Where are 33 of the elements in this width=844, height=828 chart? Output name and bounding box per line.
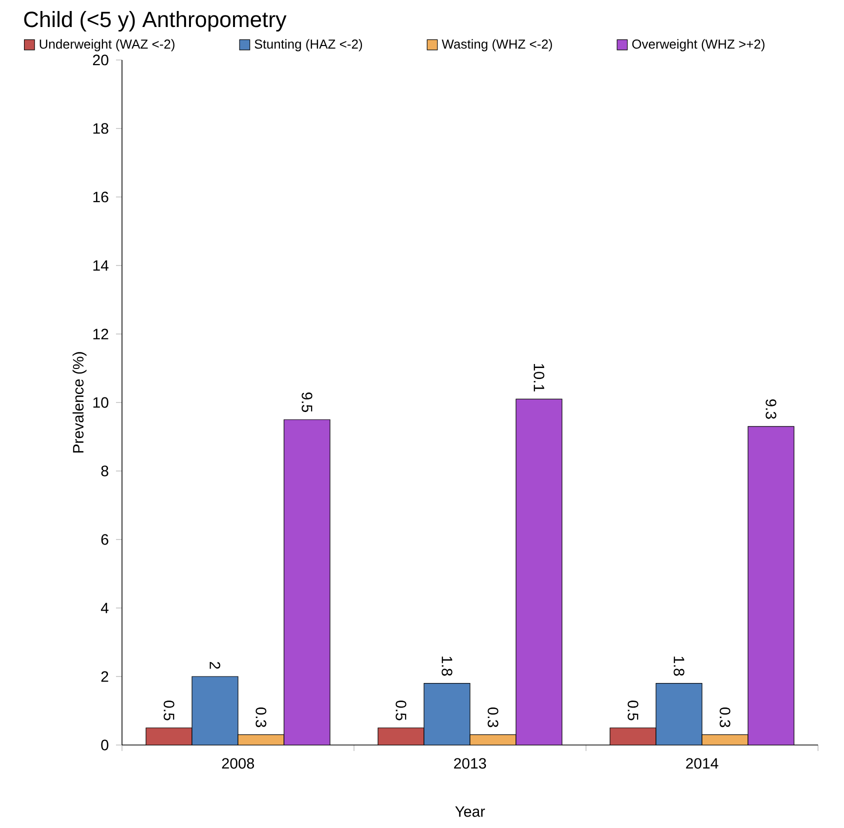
legend-label: Wasting (WHZ <-2) [442,39,552,52]
y-tick-label: 12 [93,328,108,340]
data-label: 0.3 [720,708,730,728]
y-tick-label: 6 [101,534,108,545]
data-label: 1.8 [674,656,684,676]
data-label: 0.5 [628,700,638,720]
y-tick-label: 0 [101,740,108,750]
y-tick-label: 10 [93,397,108,408]
data-label: 9.5 [302,392,312,412]
legend-label: Underweight (WAZ <-2) [40,39,174,52]
data-label: 1.8 [442,656,452,676]
y-tick-label: 8 [101,466,108,476]
data-label: 9.3 [766,399,776,419]
x-tick-label: 2008 [222,758,254,769]
y-tick-label: 16 [93,192,108,202]
y-tick-label: 14 [93,260,108,271]
x-tick-label: 2013 [454,758,486,769]
legend-label: Stunting (HAZ <-2) [254,39,362,52]
y-tick-label: 4 [100,602,108,614]
chart-title: Child (<5 y) Anthropometry [24,11,286,32]
data-label: 10.1 [534,364,544,392]
x-axis-title: Year [455,806,485,817]
y-tick-label: 18 [93,123,108,134]
y-tick-label: 20 [93,54,108,66]
legend-label: Overweight (WHZ >+2) [632,39,764,52]
data-label: 0.3 [256,708,266,728]
y-tick-label: 2 [101,671,108,682]
data-label: 0.5 [164,700,174,720]
y-axis-title: Prevalence (%) [72,352,87,453]
x-tick-label: 2014 [686,758,718,769]
data-label: 2 [210,662,220,669]
data-label: 0.5 [396,700,406,720]
data-label: 0.3 [488,708,498,728]
